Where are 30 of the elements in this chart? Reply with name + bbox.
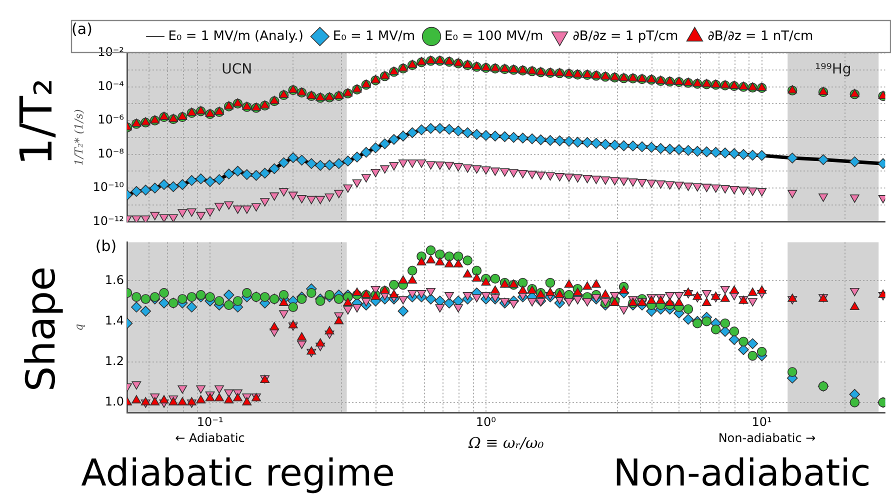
y-tick-label: 10⁻⁸ [98, 146, 124, 160]
x-tick-label: 10⁰ [476, 414, 496, 429]
text: Non-adiabatic → [718, 431, 816, 446]
text: Shape [18, 266, 64, 392]
y-tick-label: 1.4 [104, 313, 124, 328]
legend-label: E₀ = 1 MV/m (Analy.) [168, 28, 304, 44]
legend-label: ∂B/∂z = 1 nT/cm [708, 28, 814, 44]
band-label: UCN [222, 62, 252, 78]
text: Adiabatic regime [81, 452, 395, 495]
x-tick-label: 10¹ [752, 414, 772, 429]
y-tick-label: 10⁻¹² [92, 214, 124, 228]
y-tick-label: 1.2 [104, 354, 124, 368]
y-axis-title: q [72, 324, 86, 331]
text: Non-adiabatic [613, 452, 871, 495]
text: (b) [95, 236, 117, 255]
x-tick-label: 10⁻¹ [196, 414, 224, 429]
x-axis-title: Ω ≡ ωᵣ/ω₀ [467, 434, 544, 452]
text: ← Adiabatic [175, 431, 245, 446]
y-axis-title: 1/T₂* (1/s) [72, 109, 86, 166]
band-label: ¹⁹⁹Hg [814, 62, 852, 78]
y-tick-label: 1.0 [104, 394, 124, 409]
y-tick-label: 1.6 [104, 272, 124, 287]
legend-label: E₀ = 100 MV/m [444, 28, 544, 44]
legend-label: E₀ = 1 MV/m [332, 28, 416, 44]
y-tick-label: 10⁻⁶ [98, 112, 124, 127]
text: 1/T₂ [11, 78, 62, 166]
text: (a) [72, 20, 92, 38]
y-tick-label: 10⁻¹⁰ [92, 180, 124, 194]
legend-label: ∂B/∂z = 1 pT/cm [572, 28, 678, 44]
y-tick-label: 10⁻⁴ [98, 78, 124, 93]
